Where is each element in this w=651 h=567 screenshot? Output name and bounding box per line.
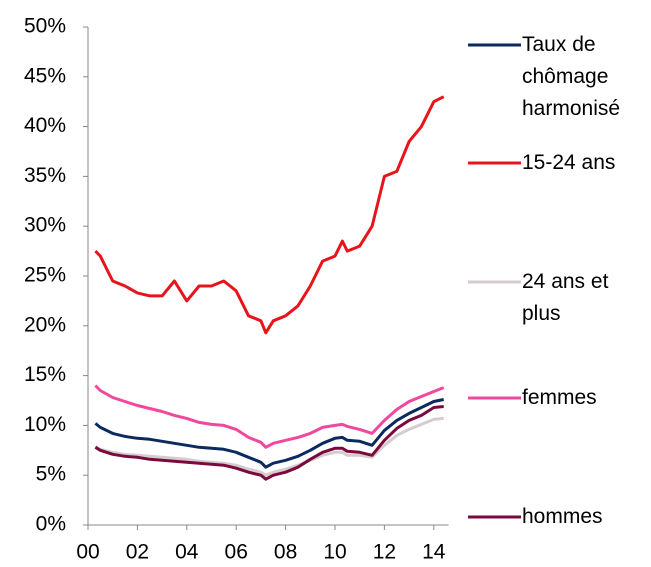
series-line [94,405,444,481]
x-tick-label: 14 [422,541,446,564]
legend-label: Taux de chômage harmonisé [522,33,621,120]
series-line [94,398,444,469]
y-tick-label: 50% [24,15,66,38]
y-tick-label: 25% [24,264,66,287]
legend-label: 15-24 ans [522,151,616,174]
x-tick-label: 00 [76,541,99,564]
y-tick-label: 40% [24,114,66,137]
y-tick-label: 45% [24,64,66,87]
series-line [94,95,445,335]
y-tick-label: 5% [36,463,66,486]
legend-label: 24 ans et plus [522,270,609,325]
x-tick-label: 12 [373,541,396,564]
y-tick-label: 30% [24,214,66,237]
x-tick-label: 08 [274,541,297,564]
y-tick-label: 35% [24,164,66,187]
y-tick-label: 15% [24,363,66,386]
x-tick-label: 10 [323,541,346,564]
legend-label: hommes [522,505,603,528]
y-tick-label: 10% [24,413,66,436]
x-tick-label: 06 [225,541,248,564]
legend-label: femmes [522,386,597,409]
x-tick-label: 02 [126,541,149,564]
y-tick-label: 20% [24,313,66,336]
x-tick-label: 04 [175,541,199,564]
series-line [94,384,445,449]
y-tick-label: 0% [36,513,66,536]
series-line [94,416,444,477]
